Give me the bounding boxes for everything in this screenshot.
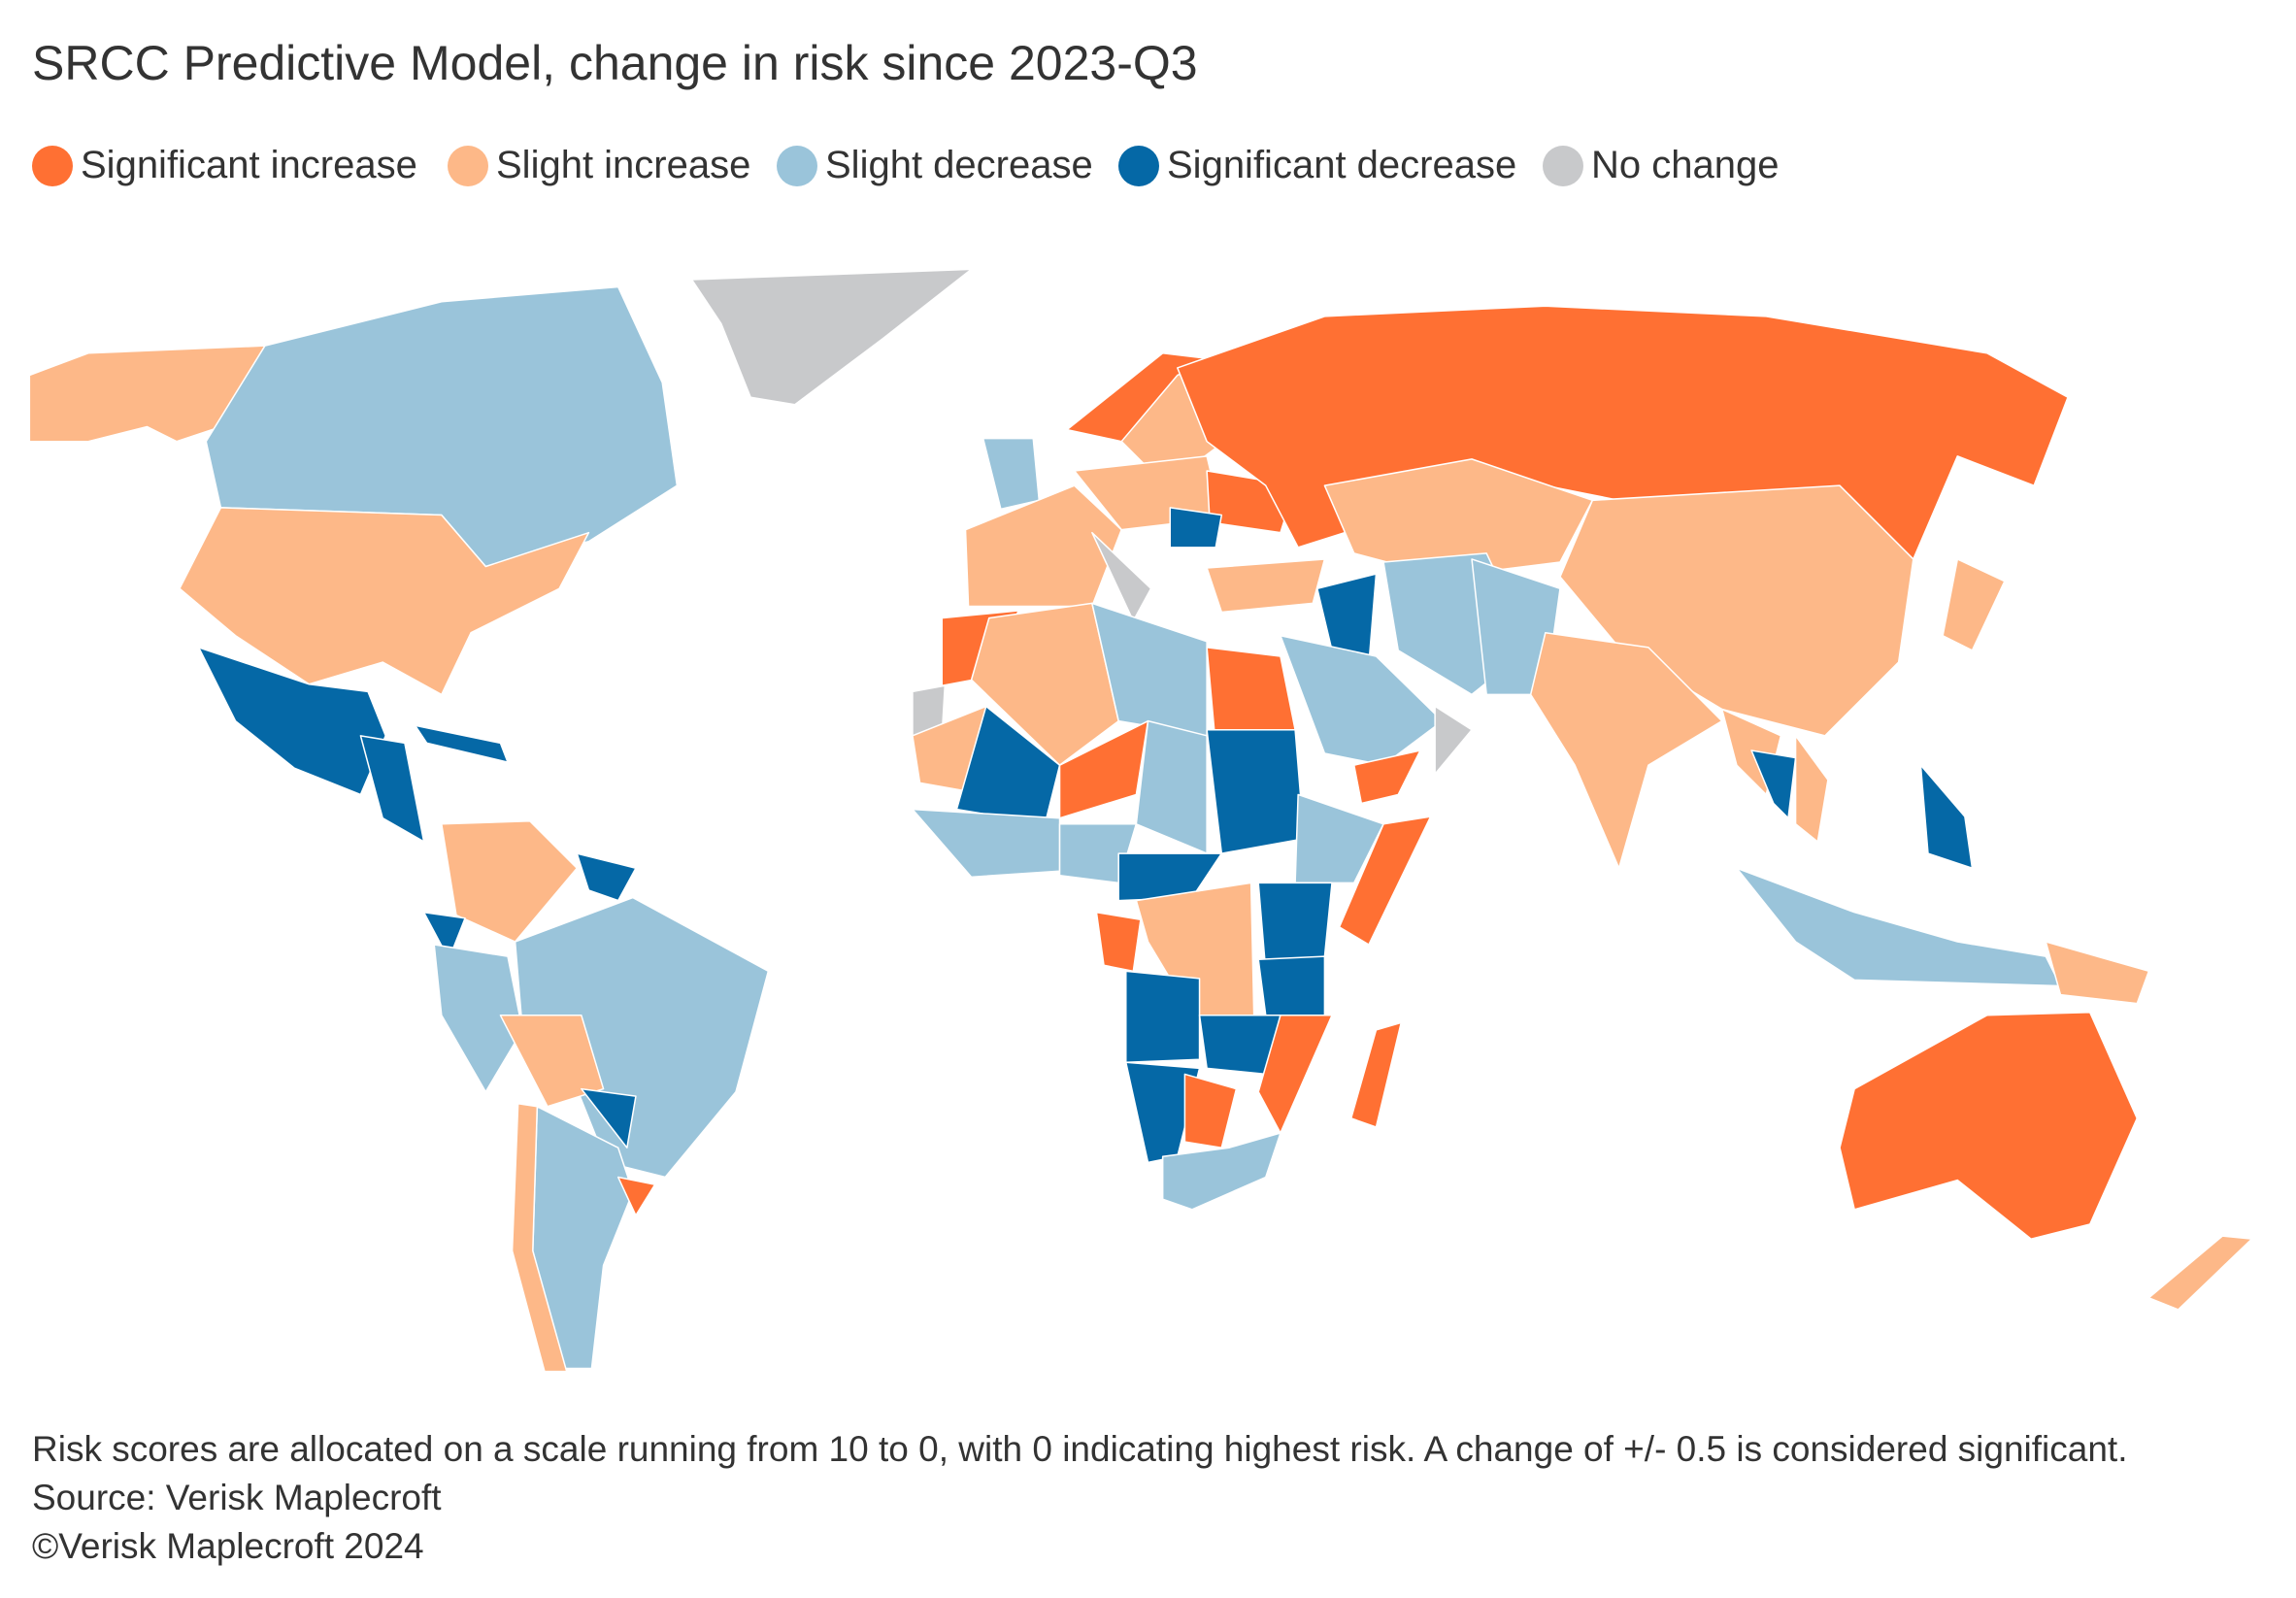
legend-label: Significant decrease: [1167, 144, 1517, 186]
legend-item-no-change: No change: [1543, 144, 1779, 187]
region-central-america: [359, 735, 425, 843]
region-ecuador: [422, 911, 466, 960]
region-algeria: [970, 602, 1119, 766]
legend-dot-icon: [1543, 145, 1583, 186]
region-botswana: [1183, 1073, 1238, 1149]
region-italy: [1091, 531, 1152, 622]
region-colombia-venezuela: [441, 819, 579, 943]
chart-title: SRCC Predictive Model, change in risk si…: [32, 36, 1198, 90]
region-thailand: [1750, 749, 1797, 819]
region-turkey: [1206, 558, 1326, 614]
region-sudan: [1206, 729, 1305, 854]
region-uruguay: [616, 1176, 656, 1216]
region-paraguay: [581, 1087, 637, 1149]
region-bolivia: [499, 1015, 605, 1108]
copyright-note: ©Verisk Maplecroft 2024: [32, 1526, 424, 1566]
region-angola: [1125, 970, 1201, 1064]
region-canada: [205, 285, 679, 568]
region-japan: [1942, 558, 2006, 651]
region-somalia: [1338, 816, 1432, 946]
footnote: Risk scores are allocated on a scale run…: [32, 1429, 2128, 1469]
region-uk: [982, 437, 1041, 511]
region-romania: [1169, 507, 1223, 549]
region-france-spain: [964, 484, 1122, 608]
legend-label: Slight increase: [496, 144, 751, 186]
region-egypt: [1206, 647, 1296, 731]
region-niger: [1058, 719, 1149, 819]
region-australia: [1839, 1012, 2139, 1240]
legend-dot-icon: [32, 145, 73, 186]
region-guianas: [576, 852, 637, 902]
region-saudi-arabia: [1280, 635, 1444, 766]
region-central-asia: [1323, 458, 1594, 578]
legend-dot-icon: [1118, 145, 1159, 186]
region-alaska: [28, 345, 266, 443]
region-philippines: [1919, 764, 1974, 869]
region-tanzania: [1257, 955, 1326, 1016]
region-peru: [433, 944, 523, 1093]
region-west-africa: [912, 808, 1061, 879]
source-note: Source: Verisk Maplecroft: [32, 1478, 442, 1517]
legend-item-significant-increase: Significant increase: [32, 144, 417, 187]
region-chad: [1135, 719, 1208, 854]
region-chile: [511, 1102, 568, 1373]
region-new-guinea: [2045, 941, 2150, 1005]
legend-dot-icon: [777, 145, 817, 186]
region-indonesia: [1736, 867, 2062, 987]
legend-item-slight-increase: Slight increase: [448, 144, 750, 187]
region-ethiopia: [1294, 793, 1384, 884]
region-caribbean: [414, 724, 509, 763]
region-gabon: [1095, 911, 1142, 973]
legend-label: Slight decrease: [825, 144, 1093, 186]
legend-dot-icon: [448, 145, 488, 186]
region-yemen: [1352, 749, 1421, 805]
region-oman: [1434, 705, 1473, 775]
region-usa: [179, 507, 590, 696]
legend-label: Significant increase: [81, 144, 417, 186]
legend-item-slight-decrease: Slight decrease: [777, 144, 1093, 187]
legend-label: No change: [1591, 144, 1780, 186]
region-china: [1559, 484, 1914, 737]
legend-item-significant-decrease: Significant decrease: [1118, 144, 1516, 187]
region-greenland: [690, 268, 973, 406]
region-vietnam: [1794, 735, 1829, 843]
region-madagascar: [1349, 1021, 1403, 1128]
region-new-zealand: [2147, 1235, 2253, 1311]
region-south-africa: [1161, 1132, 1281, 1211]
region-india: [1529, 631, 1723, 869]
